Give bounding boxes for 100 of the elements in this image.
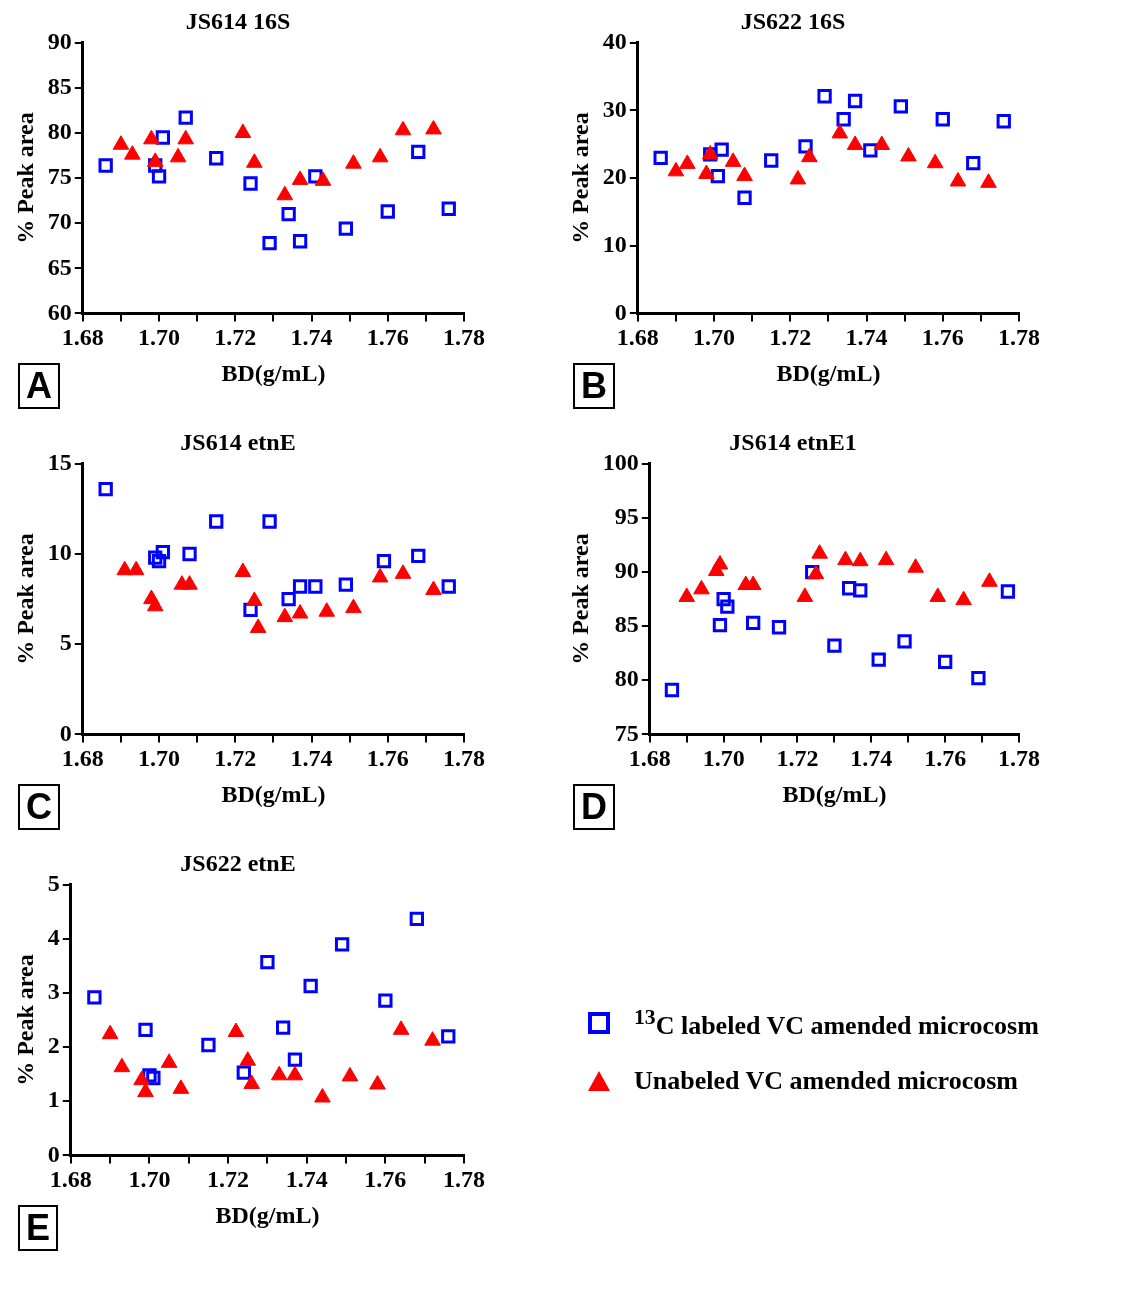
x-axis-title: BD(g/mL) — [221, 359, 326, 386]
point — [425, 580, 442, 596]
x-tick-label: 1.74 — [285, 1166, 328, 1192]
y-tick-label: 95 — [614, 503, 639, 530]
x-tick-label: 1.68 — [61, 745, 104, 771]
point — [249, 618, 267, 633]
y-tick-label: 80 — [614, 665, 639, 692]
point — [712, 617, 728, 633]
point — [424, 1031, 441, 1046]
point — [425, 119, 442, 135]
point — [827, 638, 842, 653]
point — [262, 514, 277, 529]
point — [127, 560, 145, 576]
point — [441, 201, 456, 216]
y-tick-label: 20 — [602, 163, 627, 190]
y-tick-label: 5 — [47, 870, 60, 896]
point — [234, 123, 252, 138]
point — [369, 1075, 386, 1090]
y-tick-label: 80 — [47, 118, 72, 145]
y-tick-label: 2 — [47, 1032, 60, 1059]
point — [929, 587, 947, 602]
point — [796, 587, 814, 602]
point — [209, 514, 224, 529]
chart-title: JS614 16S — [185, 7, 291, 34]
y-tick-label: 3 — [47, 978, 60, 1005]
point — [101, 1024, 119, 1040]
point — [771, 620, 787, 635]
x-axis-title: BD(g/mL) — [782, 780, 887, 807]
text: E — [18, 1205, 59, 1251]
point — [87, 990, 102, 1005]
point — [441, 579, 456, 594]
y-tick-label: 75 — [47, 163, 72, 190]
y-axis-title: % Peak area — [11, 954, 38, 1086]
point — [281, 591, 296, 607]
x-axis-title: BD(g/mL) — [776, 359, 881, 386]
point — [98, 158, 113, 173]
text: C — [18, 784, 60, 830]
y-axis-title: % Peak area — [11, 533, 38, 665]
point — [720, 599, 735, 614]
point — [371, 147, 389, 163]
y-tick-label: 10 — [602, 230, 627, 257]
point — [112, 135, 130, 150]
chart-title: JS614 etnE — [180, 428, 296, 455]
point — [146, 1070, 161, 1086]
point — [308, 579, 323, 594]
point — [345, 154, 362, 169]
point — [243, 1074, 260, 1089]
point — [938, 654, 953, 670]
point — [276, 607, 294, 623]
point — [177, 129, 195, 145]
point — [172, 1079, 190, 1094]
x-tick-label: 1.70 — [138, 324, 181, 350]
y-tick-label: 85 — [614, 611, 639, 638]
x-tick-label: 1.76 — [921, 324, 964, 350]
y-tick-label: 65 — [47, 253, 72, 280]
point — [227, 1022, 245, 1038]
y-axis-title: % Peak area — [566, 112, 593, 244]
point — [124, 145, 141, 160]
point — [160, 1053, 178, 1068]
point — [441, 1029, 456, 1044]
y-tick-label: 70 — [47, 208, 72, 235]
point — [394, 564, 412, 579]
x-tick-label: 1.78 — [443, 745, 485, 771]
point — [811, 544, 828, 559]
x-tick-label: 1.74 — [845, 324, 888, 350]
x-tick-label: 1.76 — [366, 745, 409, 771]
point — [303, 978, 318, 994]
x-tick-label: 1.68 — [49, 1166, 92, 1192]
y-tick-label: 75 — [614, 719, 639, 746]
point — [842, 581, 857, 596]
point — [287, 1052, 303, 1067]
point — [981, 572, 998, 587]
point — [345, 598, 362, 614]
point — [411, 548, 426, 563]
point — [807, 564, 825, 580]
x-tick-label: 1.76 — [364, 1166, 407, 1192]
x-axis-title: BD(g/mL) — [215, 1201, 320, 1228]
point — [291, 170, 309, 185]
point — [341, 1066, 359, 1082]
point — [291, 604, 309, 619]
legend-label: $^{13}$C labeled VC amended microcosm — [634, 1004, 1039, 1041]
y-tick-label: 60 — [47, 298, 72, 325]
y-tick-label: 40 — [602, 28, 627, 54]
point — [664, 682, 680, 698]
y-axis-title: % Peak area — [11, 112, 38, 244]
legend-label: Unabeled VC amended microcosm — [634, 1066, 1018, 1097]
point — [711, 554, 729, 570]
point — [260, 955, 275, 970]
chart-title: JS622 16S — [740, 7, 846, 34]
point — [678, 587, 696, 602]
x-tick-label: 1.68 — [616, 324, 659, 350]
point — [746, 615, 761, 631]
point — [246, 153, 263, 168]
point — [137, 1082, 154, 1098]
y-tick-label: 0 — [59, 719, 72, 746]
x-tick-label: 1.74 — [290, 324, 333, 350]
point — [138, 1022, 153, 1037]
x-tick-label: 1.74 — [290, 745, 333, 771]
x-axis-title: BD(g/mL) — [221, 780, 326, 807]
point — [378, 993, 393, 1008]
